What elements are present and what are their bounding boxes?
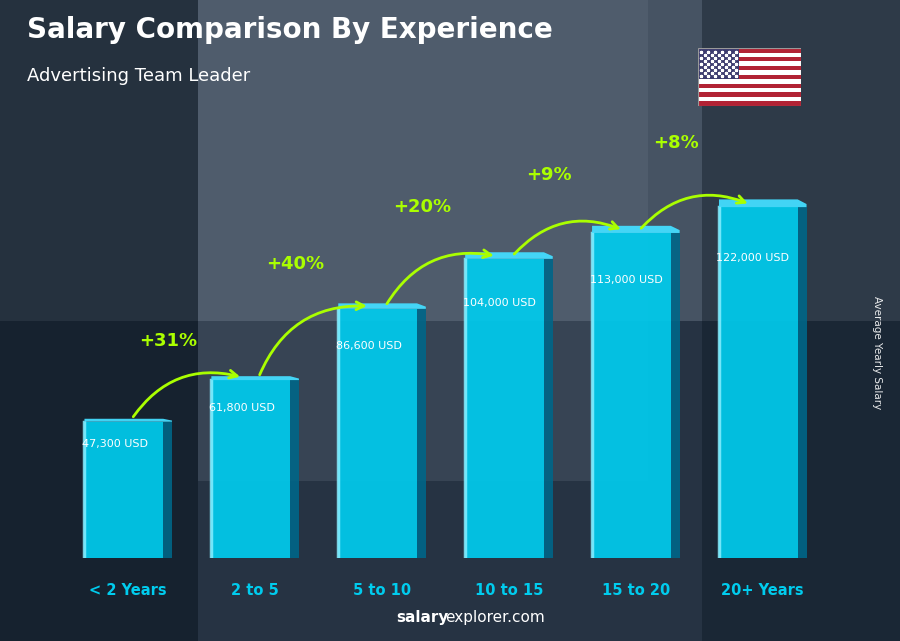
Text: 86,600 USD: 86,600 USD [336, 341, 401, 351]
Text: Advertising Team Leader: Advertising Team Leader [27, 67, 250, 85]
FancyArrowPatch shape [259, 302, 364, 375]
Text: < 2 Years: < 2 Years [89, 583, 167, 597]
FancyArrowPatch shape [387, 250, 491, 304]
FancyBboxPatch shape [544, 259, 553, 558]
Text: 2 to 5: 2 to 5 [231, 583, 279, 597]
Bar [338, 309, 417, 558]
Text: 10 to 15: 10 to 15 [475, 583, 543, 597]
Text: 104,000 USD: 104,000 USD [463, 297, 536, 308]
Polygon shape [85, 419, 172, 422]
Bar [698, 71, 801, 75]
Bar [698, 48, 801, 53]
Text: Salary Comparison By Experience: Salary Comparison By Experience [27, 16, 553, 44]
Text: +31%: +31% [140, 332, 197, 350]
FancyBboxPatch shape [797, 207, 806, 558]
Bar [698, 57, 801, 62]
FancyBboxPatch shape [417, 309, 426, 558]
Bar [698, 101, 801, 106]
FancyArrowPatch shape [133, 370, 237, 417]
Text: Average Yearly Salary: Average Yearly Salary [872, 296, 883, 409]
Polygon shape [465, 253, 553, 259]
Bar [698, 83, 801, 88]
Bar [698, 92, 801, 97]
Bar [592, 233, 670, 558]
Text: 47,300 USD: 47,300 USD [82, 440, 148, 449]
Text: 5 to 10: 5 to 10 [353, 583, 411, 597]
Polygon shape [719, 199, 806, 207]
Text: salary: salary [396, 610, 448, 625]
Bar [698, 62, 801, 66]
Bar [85, 422, 163, 558]
Text: 61,800 USD: 61,800 USD [209, 403, 274, 413]
Bar [465, 259, 544, 558]
Bar [698, 53, 801, 57]
FancyArrowPatch shape [641, 196, 745, 228]
Text: +8%: +8% [653, 134, 698, 152]
Bar [698, 75, 801, 79]
Polygon shape [592, 226, 680, 233]
Text: +40%: +40% [266, 254, 324, 272]
Bar [698, 66, 801, 71]
Text: 20+ Years: 20+ Years [722, 583, 804, 597]
Bar [702, 0, 900, 641]
FancyArrowPatch shape [514, 221, 618, 254]
Text: 113,000 USD: 113,000 USD [590, 275, 662, 285]
Text: +20%: +20% [393, 198, 451, 216]
Text: 122,000 USD: 122,000 USD [716, 253, 789, 263]
Polygon shape [212, 376, 299, 380]
Bar [698, 79, 801, 83]
FancyBboxPatch shape [670, 233, 680, 558]
FancyBboxPatch shape [290, 380, 299, 558]
Text: +9%: +9% [526, 166, 572, 184]
Bar [0, 0, 198, 641]
FancyBboxPatch shape [163, 422, 172, 558]
Polygon shape [338, 303, 426, 309]
Bar [0, 0, 900, 320]
Text: 15 to 20: 15 to 20 [602, 583, 670, 597]
Bar [198, 0, 648, 481]
Bar [719, 207, 797, 558]
Bar [0, 320, 900, 641]
Bar [698, 88, 801, 92]
Bar [212, 380, 290, 558]
Bar [698, 97, 801, 101]
Text: explorer.com: explorer.com [446, 610, 545, 625]
Bar [698, 48, 739, 79]
